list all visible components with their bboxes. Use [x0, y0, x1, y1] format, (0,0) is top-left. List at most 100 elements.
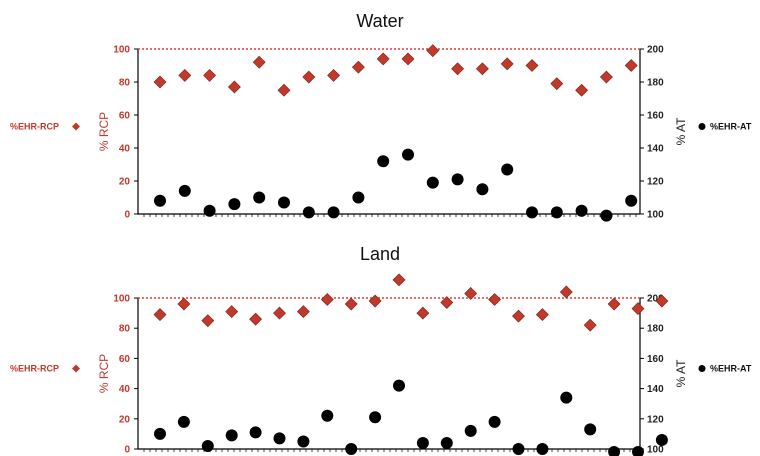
water-legend-at-marker [698, 123, 706, 130]
water-rcp-point [426, 44, 440, 58]
water-right-tick-label: 180 [647, 78, 664, 89]
land-at-point [632, 446, 644, 456]
water-rcp-point [178, 68, 192, 82]
land-at-point [297, 435, 310, 448]
land-right-axis-title: % AT [674, 359, 688, 387]
land-at-point [273, 432, 286, 445]
water-right-tick-label: 200 [647, 45, 664, 56]
water-rcp-point [401, 52, 415, 66]
water-at-point [327, 206, 340, 219]
water-left-tick-label: 80 [119, 78, 131, 89]
water-at-point [352, 191, 365, 204]
water-rcp-point [475, 62, 489, 76]
land-rcp-point [225, 305, 239, 319]
land-right-tick-label: 200 [647, 294, 664, 305]
land-legend-at-marker [698, 365, 706, 372]
land-rcp-point [344, 297, 358, 311]
water-rcp-point [500, 57, 514, 71]
land-rcp-point [201, 314, 215, 328]
water-right-tick-label: 140 [647, 144, 664, 155]
land-at-point [369, 411, 382, 424]
land-left-tick-label: 80 [119, 324, 131, 335]
water-rcp-point [227, 80, 241, 94]
land-rcp-point [607, 297, 621, 311]
land-rcp-point [416, 306, 430, 320]
water-legend-at: %EHR-AT [710, 122, 752, 132]
land-left-axis-title: % RCP [97, 354, 111, 393]
water-left-tick-label: 0 [124, 210, 130, 221]
land-left-tick-label: 100 [113, 294, 130, 305]
land-rcp-point [583, 318, 597, 332]
land-rcp-point [320, 293, 334, 306]
water-right-tick-label: 160 [647, 111, 664, 122]
water-left-tick-label: 40 [119, 144, 131, 155]
water-rcp-point [376, 52, 390, 66]
land-rcp-point [655, 294, 669, 308]
land-at-point [416, 436, 429, 449]
water-at-point [526, 206, 538, 219]
land-right-tick-label: 140 [647, 384, 664, 395]
water-rcp-point [153, 75, 167, 89]
land-at-point [560, 391, 573, 404]
water-at-point [154, 194, 166, 207]
land-at-point [321, 409, 334, 422]
land-rcp-point [368, 294, 382, 308]
water-legend-rcp-marker [72, 122, 80, 131]
water-chart-title: Water [356, 11, 403, 31]
water-rcp-point [550, 77, 564, 91]
water-at-point [451, 173, 464, 186]
land-rcp-point [559, 285, 573, 299]
land-at-point [584, 423, 597, 436]
land-rcp-point [631, 302, 645, 315]
water-at-point [278, 196, 290, 209]
water-rcp-point [599, 70, 613, 84]
land-left-tick-label: 20 [119, 414, 131, 425]
water-at-point [302, 206, 315, 219]
land-rcp-point [153, 308, 167, 322]
land-at-point [201, 439, 214, 452]
land-rcp-point [440, 296, 454, 309]
land-at-point [488, 415, 501, 428]
water-at-point [600, 209, 613, 222]
land-rcp-point [488, 293, 502, 306]
water-left-tick-label: 60 [119, 111, 131, 122]
land-at-point [512, 443, 525, 455]
land-rcp-point [296, 305, 310, 319]
land-rcp-point [392, 273, 406, 287]
land-right-tick-label: 180 [647, 324, 664, 335]
water-rcp-point [624, 59, 638, 72]
water-right-tick-label: 100 [647, 210, 664, 221]
land-rcp-point [177, 297, 191, 311]
water-at-point [476, 183, 489, 196]
land-at-point [225, 429, 238, 442]
water-rcp-point [525, 59, 539, 72]
land-right-tick-label: 100 [647, 445, 664, 456]
water-left-axis-title: % RCP [97, 112, 111, 151]
land-at-point [393, 379, 405, 392]
water-left-tick-label: 100 [113, 45, 130, 56]
water-at-point [501, 163, 514, 176]
land-at-point [655, 433, 668, 446]
land-rcp-point [512, 309, 525, 323]
water-rcp-point [277, 83, 291, 97]
water-rcp-point [575, 83, 589, 97]
water-left-tick-label: 20 [119, 177, 131, 188]
land-rcp-point [464, 287, 478, 300]
land-at-point [249, 426, 262, 439]
water-at-point [228, 198, 241, 211]
land-at-point [154, 427, 166, 440]
water-at-point [203, 204, 216, 217]
water-at-point [253, 191, 266, 204]
water-rcp-point [327, 68, 341, 82]
water-at-point [575, 204, 588, 217]
land-legend-at: %EHR-AT [710, 364, 752, 374]
land-at-point [464, 424, 477, 437]
land-at-point [536, 443, 549, 455]
land-at-point [608, 446, 621, 456]
land-rcp-point [249, 312, 263, 326]
land-at-point [440, 436, 453, 449]
land-left-tick-label: 40 [119, 384, 131, 395]
water-at-point [178, 184, 191, 197]
land-left-tick-label: 60 [119, 354, 131, 365]
water-rcp-point [451, 62, 465, 76]
